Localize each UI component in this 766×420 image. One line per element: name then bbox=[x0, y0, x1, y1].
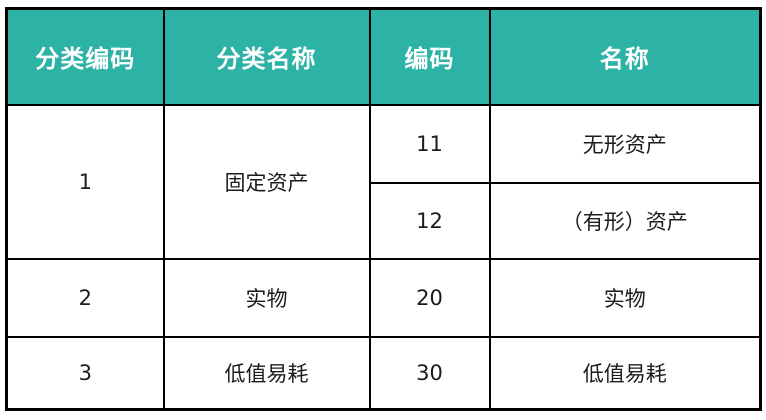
cell-category-code-2: 2 bbox=[5, 257, 165, 338]
cell-name-11: 无形资产 bbox=[488, 103, 762, 184]
cell-code-30: 30 bbox=[368, 335, 491, 411]
header-cell-category-name: 分类名称 bbox=[162, 7, 371, 106]
cell-code-12: 12 bbox=[368, 181, 491, 260]
table-row: 2 实物 20 实物 bbox=[5, 257, 762, 338]
table-row: 12 （有形）资产 bbox=[7, 181, 762, 260]
table-header-row: 分类编码 分类名称 编码 名称 bbox=[5, 7, 762, 106]
header-cell-name: 名称 bbox=[488, 7, 762, 106]
cell-category-name-2: 实物 bbox=[162, 257, 371, 338]
cell-code-20: 20 bbox=[368, 257, 491, 338]
table-row: 3 低值易耗 30 低值易耗 bbox=[5, 335, 762, 411]
cell-category-code-1: 1 bbox=[5, 103, 165, 260]
header-cell-category-code: 分类编码 bbox=[5, 7, 165, 106]
cell-category-name-1: 固定资产 bbox=[162, 103, 371, 260]
header-cell-code: 编码 bbox=[368, 7, 491, 106]
cell-code-11: 11 bbox=[368, 103, 491, 184]
classification-table: 分类编码 分类名称 编码 名称 1 固定资产 11 无形资产 12 （有形）资产… bbox=[5, 7, 762, 411]
cell-category-name-3: 低值易耗 bbox=[162, 335, 371, 411]
table-row: 1 固定资产 11 无形资产 bbox=[5, 103, 762, 260]
cell-name-20: 实物 bbox=[488, 257, 762, 338]
cell-name-12: （有形）资产 bbox=[488, 181, 762, 260]
cell-category-code-3: 3 bbox=[5, 335, 165, 411]
cell-name-30: 低值易耗 bbox=[488, 335, 762, 411]
